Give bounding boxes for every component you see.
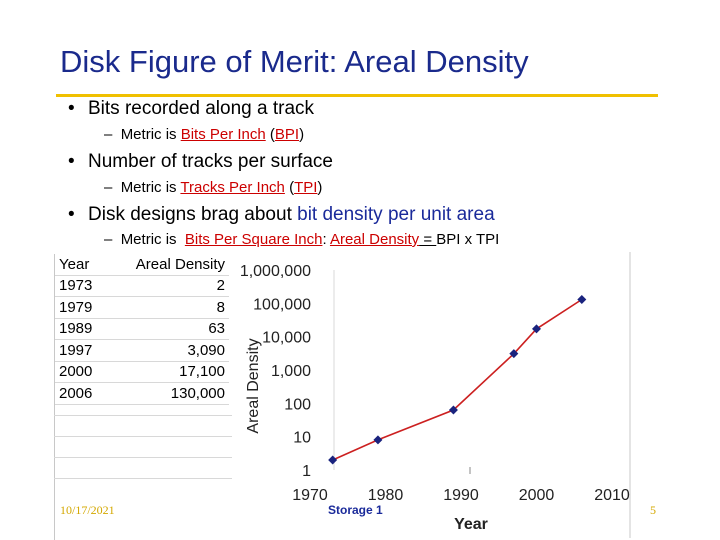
data-point-marker (577, 295, 587, 305)
cell-year: 1979 (55, 296, 103, 319)
cell-density: 3,090 (103, 339, 229, 362)
header-year: Year (55, 254, 103, 276)
x-tick-label: 2010 (594, 487, 630, 504)
spreadsheet-table: Year Areal Density 1973 2 1979 8 1989 63 19… (54, 254, 233, 540)
table-row: 1979 8 (55, 296, 229, 319)
bullet-text: Disk designs brag about (88, 204, 298, 225)
table-row: 2006 130,000 (55, 382, 229, 405)
footer-date: 10/17/2021 (60, 503, 115, 517)
y-tick-label: 1,000 (271, 363, 311, 380)
page-title: Disk Figure of Merit: Areal Density (60, 44, 529, 79)
header-areal-density: Areal Density (103, 254, 229, 276)
sub-bullet-areal: – Metric is Bits Per Square Inch: Areal … (104, 231, 499, 248)
sub-text: Metric is (120, 179, 181, 196)
footer-page-number: 5 (650, 503, 656, 517)
bullet-dot: • (68, 98, 75, 119)
x-tick-label: 2000 (519, 487, 555, 504)
y-axis-label: Areal Density (245, 338, 262, 433)
colon: : (322, 231, 330, 248)
cell-year: 2000 (55, 361, 103, 383)
bullet-dot: • (68, 204, 75, 225)
cell-year: 1989 (55, 318, 103, 340)
sub-bullet-tpi: – Metric is Tracks Per Inch (TPI) (104, 179, 322, 196)
title-divider (56, 94, 658, 97)
dash: – (104, 179, 113, 196)
y-tick-label: 10,000 (262, 330, 311, 347)
sheet-gridline (54, 478, 232, 479)
cell-density: 130,000 (103, 382, 229, 405)
data-point-marker (509, 349, 519, 359)
x-tick-label: 1970 (292, 487, 328, 504)
footer-course: Storage 1 (328, 503, 383, 517)
x-tick-label: 1980 (368, 487, 404, 504)
bullet-tracks-per-surface: • Number of tracks per surface (68, 151, 333, 173)
bullet-text: Number of tracks per surface (88, 151, 333, 172)
table-header-row: Year Areal Density (55, 254, 229, 276)
y-tick-label: 1,000,000 (240, 263, 311, 280)
cell-year: 1973 (55, 275, 103, 297)
y-tick-label: 100,000 (253, 296, 311, 313)
dash: – (104, 126, 113, 143)
table-row: 1989 63 (55, 318, 229, 340)
sub-text: Metric is (120, 231, 181, 248)
bpi-link[interactable]: BPI (274, 126, 300, 143)
cell-year: 2006 (55, 382, 103, 405)
areal-density-link[interactable]: Areal Density (329, 231, 420, 248)
bullet-bits-recorded: • Bits recorded along a track (68, 98, 314, 120)
bullet-dot: • (68, 151, 75, 172)
bits-per-square-inch-link[interactable]: Bits Per Square Inch (184, 231, 323, 248)
series-line (332, 298, 583, 461)
bullet-text: Bits recorded along a track (88, 98, 315, 119)
sheet-gridline (54, 436, 232, 437)
y-tick-labels: 1 10 100 1,000 10,000 100,000 1,000,000 (240, 263, 311, 480)
data-table: Year Areal Density 1973 2 1979 8 1989 63 19… (55, 254, 229, 405)
x-axis-label: Year (454, 516, 488, 533)
cell-density: 8 (103, 296, 229, 319)
bullet-disk-designs: • Disk designs brag about bit density per… (68, 204, 495, 226)
bits-per-inch-link[interactable]: Bits Per Inch (180, 126, 266, 143)
data-point-marker (448, 405, 458, 415)
sheet-gridline (54, 415, 232, 416)
sub-text: Metric is (120, 126, 181, 143)
y-tick-label: 100 (284, 396, 311, 413)
bullet-highlight: bit density per unit area (297, 204, 495, 225)
formula-text: BPI x TPI (436, 231, 500, 248)
sheet-gridline (54, 457, 232, 458)
table-row: 2000 17,100 (55, 361, 229, 383)
x-tick-labels: 1970 1980 1990 2000 2010 (292, 487, 630, 504)
cell-density: 17,100 (103, 361, 229, 383)
y-tick-label: 1 (302, 463, 311, 480)
tracks-per-inch-link[interactable]: Tracks Per Inch (180, 179, 285, 196)
table-row: 1973 2 (55, 275, 229, 297)
cell-density: 2 (103, 275, 229, 297)
paren: ) (299, 126, 305, 143)
data-point-marker (373, 435, 383, 445)
data-point-marker (328, 455, 338, 465)
equals: = (419, 231, 437, 248)
sub-bullet-bpi: – Metric is Bits Per Inch (BPI) (104, 126, 304, 143)
paren: ( (265, 126, 275, 143)
cell-density: 63 (103, 318, 229, 340)
paren: ( (284, 179, 295, 196)
cell-year: 1997 (55, 339, 103, 362)
table-row: 1997 3,090 (55, 339, 229, 362)
y-tick-label: 10 (293, 430, 311, 447)
data-point-marker (532, 324, 541, 334)
dash: – (104, 231, 113, 248)
x-tick-label: 1990 (443, 487, 479, 504)
series-markers (328, 295, 587, 465)
tpi-link[interactable]: TPI (294, 179, 318, 196)
paren: ) (317, 179, 323, 196)
